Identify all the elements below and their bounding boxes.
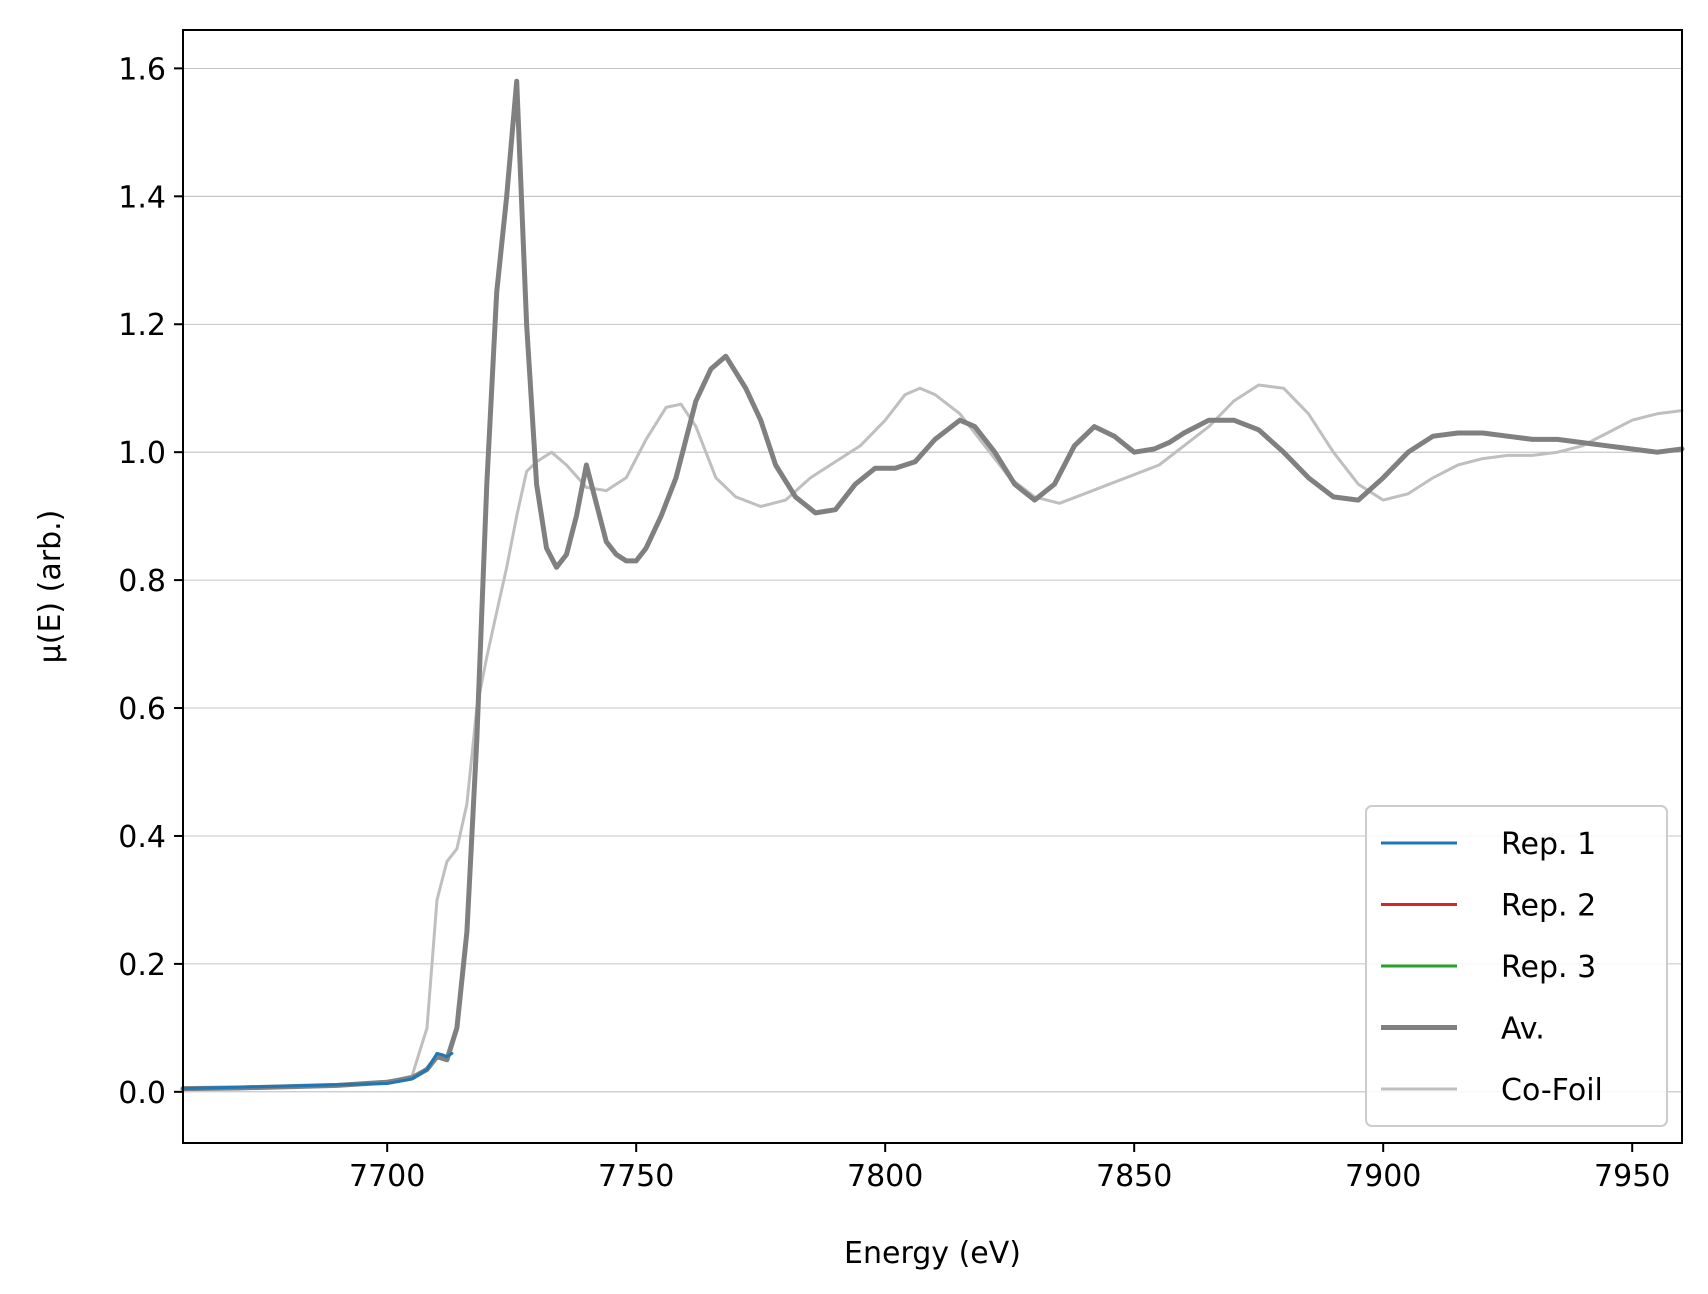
x-tick-label: 7900 xyxy=(1345,1159,1421,1194)
plot-frame xyxy=(182,29,1683,1144)
y-tick-label: 0.4 xyxy=(118,820,166,855)
series-line-rep-1 xyxy=(181,1051,454,1091)
legend-label-rep-2: Rep. 2 xyxy=(1501,889,1596,924)
x-tick-label: 7950 xyxy=(1594,1159,1670,1194)
y-axis-label: μ(E) (arb.) xyxy=(33,510,68,664)
x-tick-label: 7800 xyxy=(847,1159,923,1194)
legend-label-rep-3: Rep. 3 xyxy=(1501,950,1596,985)
y-tick-label: 1.0 xyxy=(118,436,166,471)
x-axis-label: Energy (eV) xyxy=(844,1236,1021,1271)
y-axis: 0.0 0.2 0.4 0.6 0.8 1.0 1.2 1.4 1.6 xyxy=(118,52,183,1111)
legend-label-rep-1: Rep. 1 xyxy=(1501,827,1596,862)
x-axis: 7700 7750 7800 7850 7900 7950 xyxy=(349,1143,1670,1194)
x-tick-label: 7700 xyxy=(349,1159,425,1194)
y-tick-label: 1.6 xyxy=(118,52,166,87)
x-tick-label: 7850 xyxy=(1096,1159,1172,1194)
series-layer xyxy=(180,78,1685,1092)
y-tick-label: 1.4 xyxy=(118,180,166,215)
y-tick-label: 0.0 xyxy=(118,1076,166,1111)
series-line-co-foil xyxy=(181,383,1684,1091)
legend: Rep. 1 Rep. 2 Rep. 3 Av. Co-Foil xyxy=(1365,805,1668,1127)
y-tick-label: 0.2 xyxy=(118,948,166,983)
legend-label-av: Av. xyxy=(1501,1012,1545,1047)
legend-label-co-foil: Co-Foil xyxy=(1501,1073,1603,1108)
y-tick-label: 1.2 xyxy=(118,308,166,343)
y-tick-label: 0.8 xyxy=(118,564,166,599)
series-line-av xyxy=(180,78,1685,1092)
legend-box xyxy=(1365,805,1668,1127)
x-tick-label: 7750 xyxy=(598,1159,674,1194)
y-tick-label: 0.6 xyxy=(118,692,166,727)
grid-lines xyxy=(183,67,1682,1093)
